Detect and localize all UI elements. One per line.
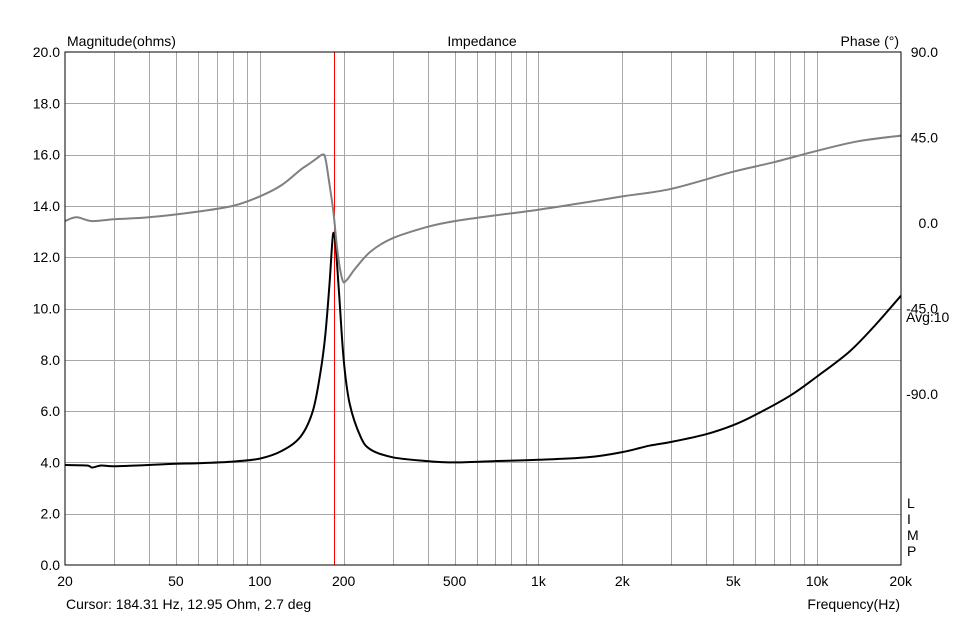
y-tick-label: 18.0 <box>33 95 60 111</box>
y-tick-label: 2.0 <box>41 506 61 522</box>
x-tick-label: 20 <box>57 573 73 589</box>
curves <box>64 134 902 469</box>
y2-tick-label: -45.0 <box>906 301 938 317</box>
cursor-readout: Cursor: 184.31 Hz, 12.95 Ohm, 2.7 deg <box>66 596 311 612</box>
avg-annotation: Avg:10 <box>906 309 950 325</box>
x-tick-label: 1k <box>531 573 547 589</box>
y2-tick-labels: 90.0 45.0 0.0 -45.0 -90.0 <box>906 44 938 402</box>
x-tick-labels: 20 50 100 200 500 1k 2k 5k 10k 20k <box>57 573 913 589</box>
y-tick-label: 20.0 <box>33 44 60 60</box>
legend-letter: P <box>907 543 916 559</box>
y2-tick-label: 90.0 <box>911 44 938 60</box>
y2-tick-label: 0.0 <box>919 215 939 231</box>
chart-title: Impedance <box>447 33 516 49</box>
y2-tick-label: 45.0 <box>911 130 938 146</box>
y-tick-label: 4.0 <box>41 454 61 470</box>
y-tick-label: 16.0 <box>33 147 60 163</box>
y-tick-label: 0.0 <box>41 557 61 573</box>
plot-frame <box>64 51 902 566</box>
y-tick-labels: 0.0 2.0 4.0 6.0 8.0 10.0 12.0 14.0 16.0 18.0 20.0 <box>33 44 60 573</box>
x-tick-label: 100 <box>248 573 272 589</box>
x-tick-label: 500 <box>443 573 467 589</box>
y-tick-label: 14.0 <box>33 198 60 214</box>
y2-tick-label: -90.0 <box>906 386 938 402</box>
legend-letter: I <box>907 511 911 527</box>
x-tick-label: 5k <box>726 573 742 589</box>
y-tick-label: 10.0 <box>33 301 60 317</box>
x-tick-label: 200 <box>332 573 356 589</box>
y-tick-label: 6.0 <box>41 403 61 419</box>
left-axis-label: Magnitude(ohms) <box>67 33 176 49</box>
x-tick-label: 50 <box>168 573 184 589</box>
grid-lines <box>65 52 901 565</box>
legend-letter: L <box>907 495 915 511</box>
x-tick-label: 2k <box>615 573 631 589</box>
legend-letter: M <box>907 527 919 543</box>
x-axis-label: Frequency(Hz) <box>807 596 900 612</box>
x-tick-label: 20k <box>889 573 913 589</box>
y-tick-label: 8.0 <box>41 352 61 368</box>
y-tick-label: 12.0 <box>33 249 60 265</box>
magnitude-curve <box>64 231 902 469</box>
phase-curve <box>64 134 902 284</box>
right-axis-label: Phase (°) <box>840 33 899 49</box>
x-tick-label: 10k <box>806 573 830 589</box>
